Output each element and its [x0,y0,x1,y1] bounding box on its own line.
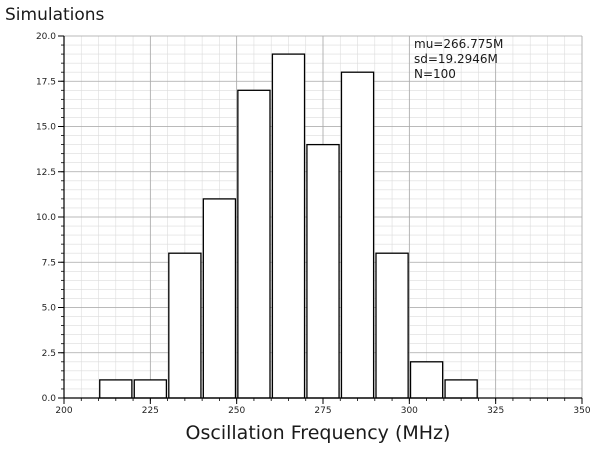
x-tick-label: 325 [487,406,504,416]
x-tick-label: 275 [314,406,331,416]
y-tick-label: 17.5 [36,77,56,87]
histogram-bar [99,379,133,399]
x-tick-label: 225 [142,406,159,416]
histogram-bar [202,198,237,399]
histogram-bar [409,361,444,399]
y-tick-label: 7.5 [42,258,56,268]
x-axis-label: Oscillation Frequency (MHz) [186,422,451,444]
histogram-bar [375,252,409,399]
x-tick-label: 350 [573,406,590,416]
x-tick-label: 300 [401,406,418,416]
chart-title: Simulations [5,5,105,25]
histogram-bar [237,89,271,399]
histogram-bar [168,252,202,399]
histogram-bar [306,143,340,399]
y-tick-label: 0.0 [42,394,57,404]
y-tick-label: 20.0 [36,32,56,42]
stat-annotation: mu=266.775M [414,37,503,51]
y-tick-label: 15.0 [36,123,56,133]
y-tick-label: 10.0 [36,213,56,223]
histogram-bar [271,53,306,399]
histogram-bar [133,379,168,399]
tick-labels: 200 225 250 275 300 325 350 0.0 2.5 5.0 7.5 10.0 12.… [36,32,591,416]
y-tick-label: 12.5 [36,168,56,178]
stat-annotation: N=100 [414,67,456,81]
x-tick-label: 200 [55,406,72,416]
stat-annotation: sd=19.2946M [414,52,498,66]
y-tick-label: 5.0 [42,304,57,314]
bars [99,53,478,399]
histogram-bar [340,71,375,399]
y-tick-label: 2.5 [42,349,56,359]
histogram-bar [444,379,478,399]
x-tick-label: 250 [228,406,245,416]
axes [58,35,583,404]
